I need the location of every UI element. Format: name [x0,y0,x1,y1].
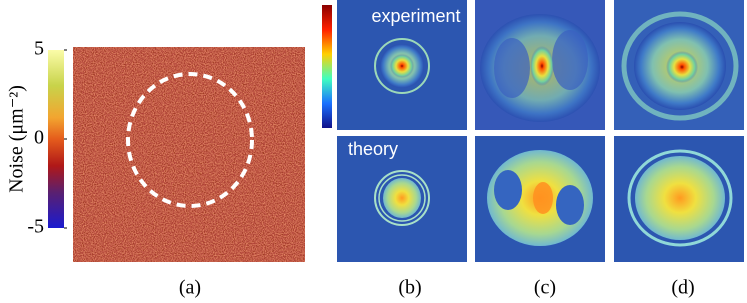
tick-label: 5 [34,38,44,60]
dashed-circle [126,72,254,208]
caption: (c) [534,277,556,299]
blob-core [390,54,414,78]
tick-label: -5 [27,216,44,238]
noise-map [73,47,305,262]
lobe [556,185,584,225]
blob-core [666,51,698,83]
colorbar [48,50,64,228]
blob [635,156,725,240]
row-label: experiment [371,6,460,26]
jet-colorbar [322,5,332,128]
blob-core [530,46,554,86]
caption: (d) [671,277,694,299]
caption: (a) [179,277,201,299]
ring [627,149,733,247]
ring [374,170,430,226]
caption: (b) [398,277,421,299]
blob [383,178,421,218]
ring [621,11,739,121]
tick-label: 0 [34,127,44,149]
blob-core [533,182,553,214]
lobe [552,30,588,90]
ring [374,38,430,94]
row-label: theory [348,139,398,159]
ring [378,174,426,222]
lobe [494,170,522,210]
colorbar-label: Noise (μm⁻²) [6,85,28,193]
lobe [494,38,530,98]
